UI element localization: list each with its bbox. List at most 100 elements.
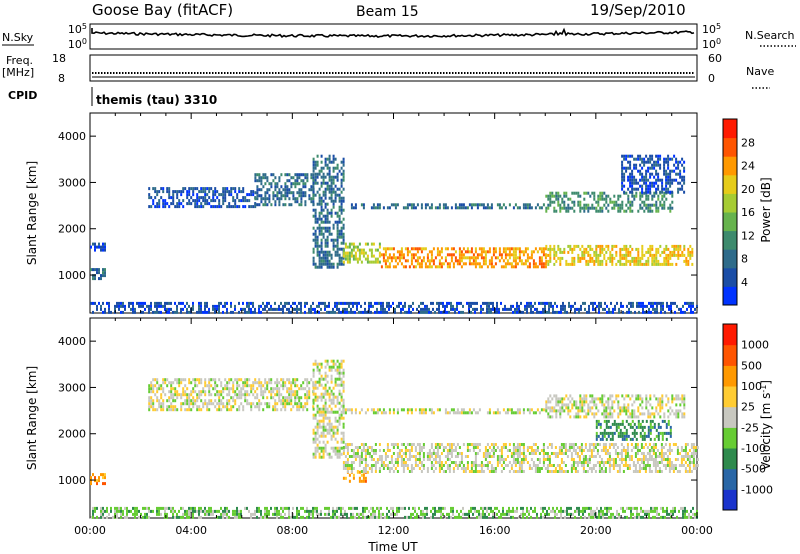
power-echo-cell bbox=[360, 248, 363, 252]
velocity-echo-cell bbox=[594, 464, 597, 467]
velocity-echo-cell bbox=[424, 411, 427, 415]
power-echo-cell bbox=[602, 307, 604, 311]
power-echo-cell bbox=[675, 247, 678, 251]
power-echo-cell bbox=[594, 307, 596, 311]
velocity-echo-cell bbox=[502, 446, 505, 449]
velocity-echo-cell bbox=[358, 458, 361, 461]
power-echo-cell bbox=[670, 301, 672, 305]
velocity-echo-cell bbox=[316, 443, 319, 447]
power-echo-cell bbox=[655, 169, 658, 173]
power-echo-cell bbox=[482, 203, 485, 207]
velocity-echo-cell bbox=[652, 443, 655, 446]
power-echo-cell bbox=[168, 301, 170, 305]
velocity-echo-cell bbox=[676, 452, 679, 455]
power-echo-cell bbox=[376, 248, 379, 252]
power-echo-cell bbox=[310, 307, 312, 311]
power-echo-cell bbox=[665, 197, 668, 201]
velocity-echo-cell bbox=[545, 403, 548, 407]
power-echo-cell bbox=[528, 256, 531, 260]
velocity-echo-cell bbox=[575, 412, 578, 416]
power-echo-cell bbox=[450, 247, 453, 251]
power-echo-cell bbox=[288, 310, 290, 314]
velocity-echo-cell bbox=[224, 378, 227, 382]
power-echo-cell bbox=[94, 301, 96, 305]
power-echo-cell bbox=[657, 259, 660, 263]
velocity-echo-cell bbox=[613, 400, 616, 404]
power-echo-cell bbox=[278, 203, 281, 207]
velocity-echo-cell bbox=[654, 464, 657, 467]
power-echo-cell bbox=[589, 259, 592, 263]
velocity-echo-cell bbox=[232, 399, 235, 403]
velocity-echo-cell bbox=[627, 409, 630, 413]
velocity-echo-cell bbox=[336, 425, 339, 429]
power-echo-cell bbox=[494, 247, 497, 251]
velocity-echo-cell bbox=[272, 408, 275, 412]
velocity-echo-cell bbox=[438, 408, 441, 412]
power-echo-cell bbox=[166, 190, 169, 194]
power-echo-cell bbox=[404, 301, 406, 305]
power-echo-cell bbox=[392, 247, 395, 251]
velocity-echo-cell bbox=[406, 449, 409, 452]
velocity-echo-cell bbox=[362, 443, 365, 446]
power-echo-cell bbox=[430, 206, 433, 210]
power-echo-cell bbox=[272, 307, 274, 311]
velocity-echo-cell bbox=[312, 405, 315, 409]
power-echo-cell bbox=[410, 206, 413, 210]
velocity-echo-cell bbox=[516, 449, 519, 452]
power-echo-cell bbox=[328, 259, 331, 263]
power-echo-cell bbox=[98, 242, 100, 246]
power-echo-cell bbox=[599, 194, 602, 198]
velocity-echo-cell bbox=[635, 394, 638, 398]
power-echo-cell bbox=[114, 307, 116, 311]
power-echo-cell bbox=[174, 301, 176, 305]
power-echo-cell bbox=[621, 178, 624, 182]
velocity-echo-cell bbox=[188, 408, 191, 412]
power-echo-cell bbox=[254, 179, 257, 183]
power-echo-cell bbox=[334, 190, 337, 194]
power-echo-cell bbox=[484, 301, 486, 305]
power-echo-cell bbox=[661, 203, 664, 207]
velocity-echo-cell bbox=[324, 446, 327, 450]
power-echo-cell bbox=[390, 304, 392, 308]
velocity-echo-cell bbox=[168, 408, 171, 412]
velocity-echo-cell bbox=[322, 422, 325, 426]
power-echo-cell bbox=[198, 199, 201, 203]
velocity-echo-cell bbox=[208, 381, 211, 385]
velocity-echo-cell bbox=[444, 446, 447, 449]
velocity-echo-cell bbox=[514, 446, 517, 449]
velocity-echo-cell bbox=[600, 458, 603, 461]
velocity-echo-cell bbox=[154, 378, 157, 382]
power-echo-cell bbox=[142, 301, 144, 305]
velocity-echo-cell bbox=[312, 416, 315, 420]
power-echo-cell bbox=[476, 256, 479, 260]
power-echo-cell bbox=[384, 307, 386, 311]
velocity-echo-cell bbox=[274, 387, 277, 391]
velocity-echo-cell bbox=[542, 449, 545, 452]
velocity-echo-cell bbox=[158, 402, 161, 406]
power-echo-cell bbox=[324, 253, 327, 257]
power-echo-cell bbox=[274, 307, 276, 311]
velocity-echo-cell bbox=[162, 387, 165, 391]
velocity-echo-cell bbox=[678, 452, 681, 455]
velocity-echo-cell bbox=[222, 396, 225, 400]
velocity-echo-cell bbox=[196, 405, 199, 409]
velocity-echo-cell bbox=[396, 470, 399, 473]
power-echo-cell bbox=[108, 304, 110, 308]
velocity-echo-cell bbox=[340, 371, 343, 375]
velocity-echo-cell bbox=[532, 443, 535, 446]
power-echo-cell bbox=[549, 194, 552, 198]
power-echo-cell bbox=[484, 206, 487, 210]
velocity-echo-cell bbox=[490, 455, 493, 458]
velocity-echo-cell bbox=[660, 470, 663, 473]
velocity-echo-cell bbox=[206, 402, 209, 406]
power-echo-cell bbox=[96, 245, 98, 249]
velocity-echo-cell bbox=[577, 412, 580, 416]
power-echo-cell bbox=[627, 166, 630, 170]
power-echo-cell bbox=[260, 310, 262, 314]
power-echo-cell bbox=[410, 310, 412, 314]
power-echo-cell bbox=[236, 205, 239, 209]
power-echo-cell bbox=[338, 307, 340, 311]
power-echo-cell bbox=[545, 209, 548, 213]
power-echo-cell bbox=[168, 187, 171, 191]
power-echo-cell bbox=[250, 205, 253, 209]
